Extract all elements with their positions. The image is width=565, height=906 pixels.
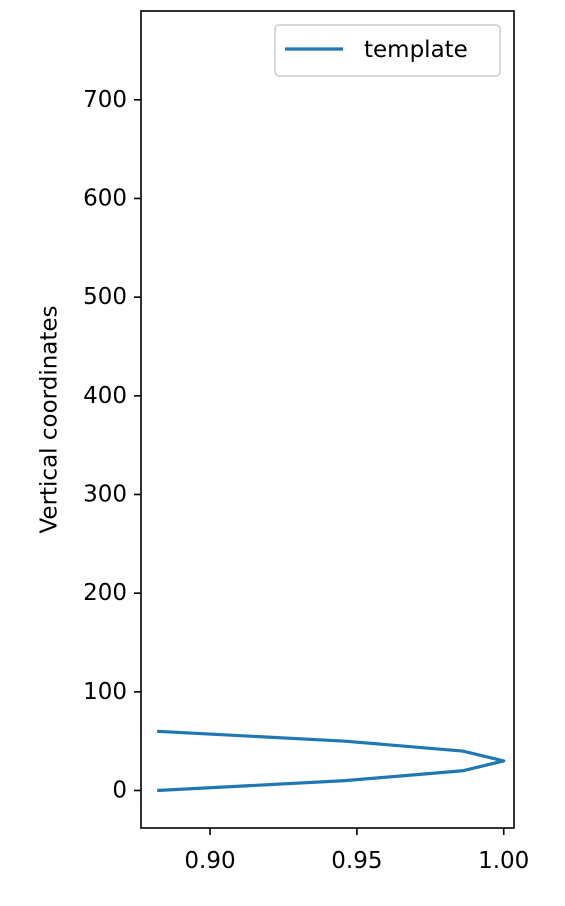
x-tick-label: 0.95 <box>331 848 382 874</box>
plot-frame <box>140 10 515 829</box>
plot-background <box>141 11 514 828</box>
legend-box <box>274 24 501 77</box>
y-tick-label: 700 <box>83 87 127 113</box>
legend: template <box>274 24 501 77</box>
tick-layer: 0.90 0.95 1.00 0 100 200 300 400 500 600 700 <box>83 87 529 874</box>
y-tick-label: 200 <box>83 580 127 606</box>
y-tick-label: 300 <box>83 481 127 507</box>
series-layer <box>157 729 506 793</box>
y-tick-label: 0 <box>112 778 127 804</box>
series-line-template <box>157 729 506 793</box>
x-tick-label: 1.00 <box>478 848 529 874</box>
legend-entry-template: template <box>364 37 468 63</box>
x-tick-label: 0.90 <box>184 848 235 874</box>
y-axis-label: Vertical coordinates <box>37 305 63 533</box>
y-tick-label: 400 <box>83 383 127 409</box>
y-tick-label: 600 <box>83 185 127 211</box>
y-tick-label: 100 <box>83 679 127 705</box>
y-tick-label: 500 <box>83 284 127 310</box>
